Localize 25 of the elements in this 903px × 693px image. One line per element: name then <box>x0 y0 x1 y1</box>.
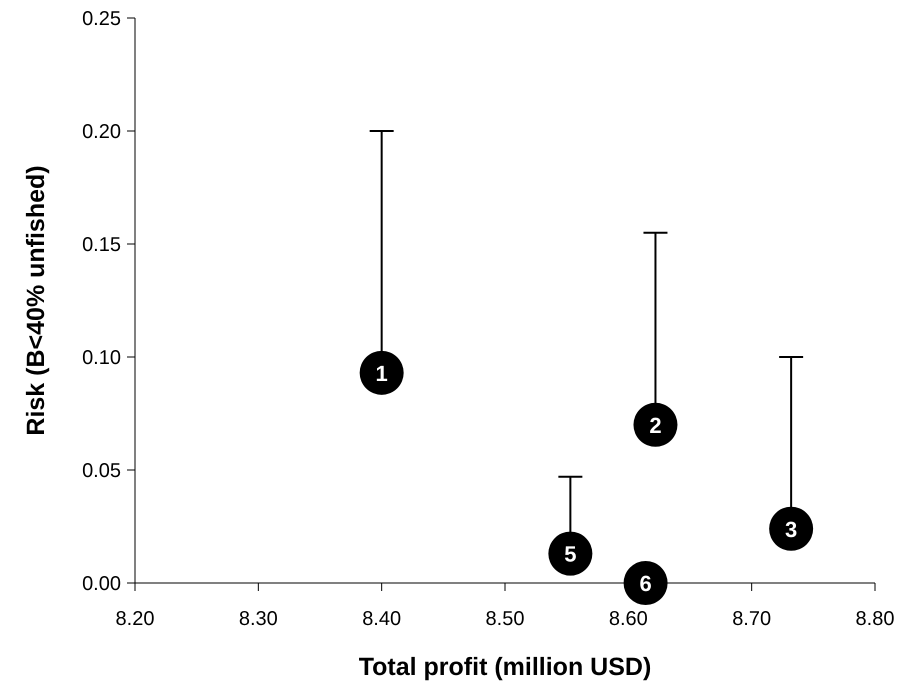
annotation: 2 <box>649 412 662 438</box>
point <box>624 561 668 605</box>
y-tick-label: 0.10 <box>82 347 121 370</box>
x-tick-label: 8.80 <box>856 608 894 630</box>
y-tick-label: 0.20 <box>82 121 121 144</box>
x-tick-label: 8.70 <box>732 608 772 630</box>
y-tick-label: 0.00 <box>82 573 121 596</box>
y-tick-label: 0.15 <box>82 234 121 256</box>
annotation: 3 <box>785 516 798 542</box>
point <box>769 506 814 551</box>
x-tick-label: 8.50 <box>486 608 524 630</box>
y-tick-label: 0.05 <box>82 460 121 482</box>
point <box>633 402 678 447</box>
annotation: 5 <box>564 542 576 567</box>
x-tick-label: 8.30 <box>238 608 278 630</box>
x-axis-title: Total profit (million USD) <box>358 653 652 681</box>
x-tick-label: 8.60 <box>608 608 648 630</box>
annotation: 1 <box>376 360 388 386</box>
y-axis-title: Risk (B<40% unfished) <box>22 165 50 436</box>
x-tick-label: 8.40 <box>362 608 402 630</box>
point <box>360 350 404 395</box>
annotation: 6 <box>639 571 652 596</box>
point <box>548 532 592 576</box>
x-tick-label: 8.20 <box>116 608 154 630</box>
y-tick-label: 0.25 <box>82 8 121 30</box>
